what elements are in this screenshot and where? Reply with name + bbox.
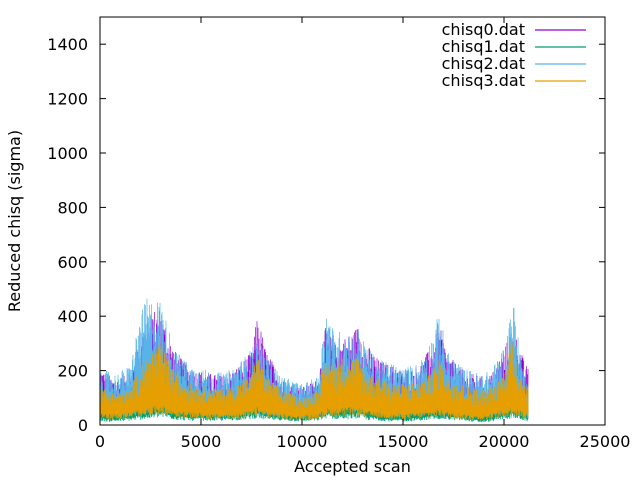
y-tick-label: 1400: [47, 35, 88, 54]
y-tick-label: 400: [57, 307, 88, 326]
y-tick-label: 1200: [47, 90, 88, 109]
x-tick-label: 5000: [181, 432, 222, 451]
plot-area: [100, 298, 529, 423]
legend-label: chisq1.dat: [442, 37, 525, 56]
legend-label: chisq2.dat: [442, 54, 525, 73]
y-tick-label: 800: [57, 198, 88, 217]
x-tick-label: 20000: [479, 432, 530, 451]
y-axis-label: Reduced chisq (sigma): [5, 130, 24, 312]
y-tick-label: 600: [57, 253, 88, 272]
x-axis-label: Accepted scan: [294, 457, 411, 476]
x-tick-label: 0: [95, 432, 105, 451]
x-tick-label: 15000: [378, 432, 429, 451]
y-tick-label: 200: [57, 362, 88, 381]
x-tick-label: 25000: [580, 432, 631, 451]
legend-label: chisq0.dat: [442, 20, 525, 39]
y-tick-label: 0: [78, 416, 88, 435]
x-tick-label: 10000: [277, 432, 328, 451]
y-tick-label: 1000: [47, 144, 88, 163]
axis-ticks: 0 5000 10000 15000 20000 25000 0 200 400 600 800 10…: [47, 17, 630, 451]
plot-frame: [99, 16, 606, 426]
legend-label: chisq3.dat: [442, 71, 525, 90]
